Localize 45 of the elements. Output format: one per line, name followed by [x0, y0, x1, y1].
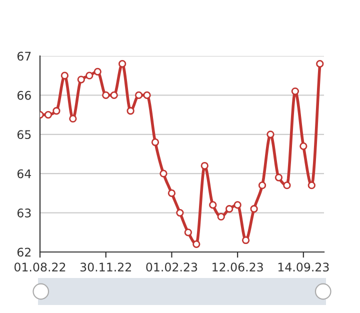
y-tick-label: 62 [17, 248, 30, 257]
point [226, 205, 234, 213]
point [102, 91, 110, 100]
point [52, 107, 60, 115]
point [86, 72, 94, 80]
point [258, 182, 266, 190]
x-tick-label: 30.11.22 [80, 262, 131, 272]
point [192, 240, 200, 248]
y-tick-label: 67 [17, 52, 31, 61]
point [217, 212, 225, 221]
point [242, 236, 250, 244]
point [110, 91, 118, 100]
point [94, 68, 102, 76]
point [250, 205, 258, 213]
point [168, 189, 176, 198]
point [184, 228, 192, 236]
point [308, 182, 316, 190]
point [234, 201, 242, 209]
point [300, 142, 308, 150]
point [209, 201, 217, 209]
point [143, 91, 151, 100]
point [77, 76, 85, 84]
point [126, 107, 134, 115]
y-tick-label: 66 [17, 90, 31, 100]
x-tick-label: 14.09.23 [278, 262, 329, 272]
point [60, 72, 69, 80]
x-tick-label: 01.08.22 [14, 262, 66, 272]
point [134, 91, 143, 100]
point [283, 182, 291, 190]
point [266, 130, 274, 138]
point [44, 110, 52, 119]
point [291, 87, 300, 96]
x-tick-label: 12.06.23 [212, 262, 263, 272]
y-tick-label: 65 [17, 130, 31, 140]
point [118, 60, 126, 68]
point [160, 170, 168, 178]
point [200, 162, 208, 170]
point [316, 60, 324, 68]
y-tick-label: 64 [17, 169, 32, 178]
point [69, 114, 77, 123]
point [151, 138, 160, 146]
point [274, 174, 283, 182]
point [176, 208, 184, 217]
x-tick-label: 01.02.23 [146, 262, 198, 272]
y-tick-label: 63 [17, 208, 31, 218]
